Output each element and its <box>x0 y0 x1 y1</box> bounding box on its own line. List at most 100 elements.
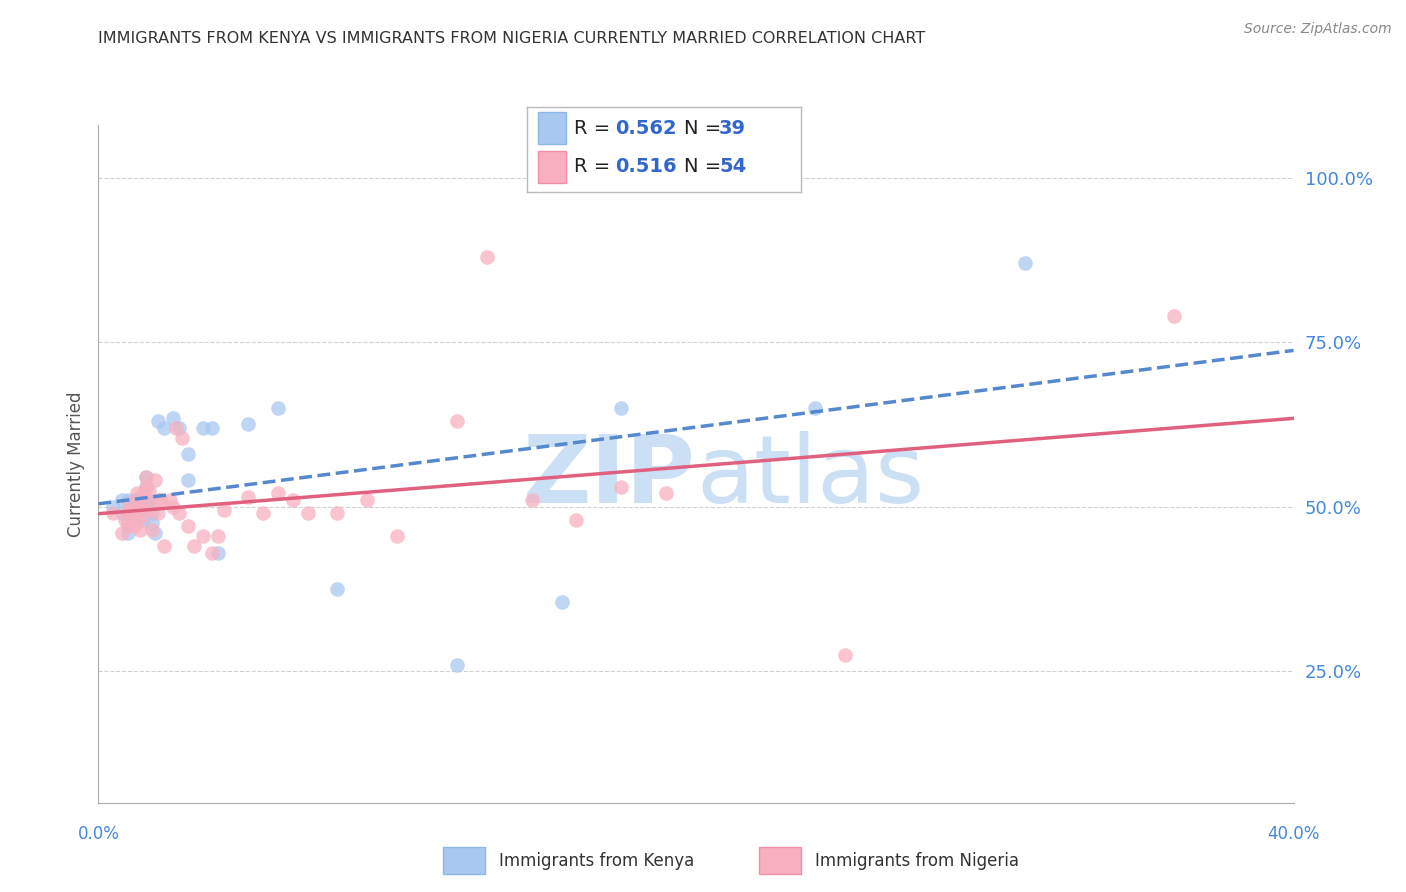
Point <box>111 493 134 508</box>
Point <box>120 496 142 510</box>
Point <box>135 480 157 494</box>
FancyBboxPatch shape <box>759 847 801 874</box>
Point <box>135 493 157 508</box>
Point <box>475 250 498 264</box>
Point <box>236 417 259 432</box>
FancyBboxPatch shape <box>538 112 565 145</box>
Point <box>162 410 184 425</box>
FancyBboxPatch shape <box>538 151 565 183</box>
Point <box>135 480 157 494</box>
Point <box>207 529 229 543</box>
FancyBboxPatch shape <box>443 847 485 874</box>
Point <box>565 513 588 527</box>
Point <box>385 529 409 543</box>
Point <box>103 506 125 520</box>
Text: N =: N = <box>683 157 727 177</box>
Point <box>132 503 155 517</box>
Point <box>267 486 290 500</box>
Point <box>127 486 149 500</box>
Text: ZIP: ZIP <box>523 432 696 524</box>
Point <box>117 525 139 540</box>
Point <box>191 420 214 434</box>
Point <box>141 523 163 537</box>
Point <box>132 496 155 510</box>
Point <box>1014 256 1036 270</box>
Point <box>124 506 146 520</box>
Point <box>356 493 378 508</box>
Point <box>177 519 200 533</box>
Point <box>252 506 274 520</box>
Point <box>167 420 190 434</box>
Text: Source: ZipAtlas.com: Source: ZipAtlas.com <box>1244 22 1392 37</box>
Point <box>132 509 155 524</box>
Point <box>148 414 170 428</box>
Text: N =: N = <box>683 120 727 138</box>
Point <box>177 473 200 487</box>
Point <box>148 506 170 520</box>
Point <box>141 516 163 530</box>
Point <box>236 490 259 504</box>
Point <box>183 539 205 553</box>
Point <box>129 500 152 514</box>
Point <box>132 513 155 527</box>
Point <box>127 513 149 527</box>
Point <box>124 500 146 514</box>
Point <box>281 493 304 508</box>
Point <box>153 420 176 434</box>
Point <box>165 420 187 434</box>
Text: atlas: atlas <box>696 432 924 524</box>
Point <box>207 546 229 560</box>
Point <box>804 401 827 415</box>
Text: 0.0%: 0.0% <box>77 825 120 843</box>
Point <box>610 401 633 415</box>
Text: 0.516: 0.516 <box>614 157 676 177</box>
Y-axis label: Currently Married: Currently Married <box>66 391 84 537</box>
Point <box>135 470 157 484</box>
Point <box>326 506 349 520</box>
Point <box>201 420 224 434</box>
Point <box>103 500 125 514</box>
Text: 54: 54 <box>720 157 747 177</box>
Point <box>150 493 173 508</box>
Point <box>148 493 170 508</box>
Text: R =: R = <box>574 120 616 138</box>
Point <box>138 503 160 517</box>
Point <box>326 582 349 596</box>
Point <box>135 470 157 484</box>
Point <box>610 480 633 494</box>
Point <box>127 506 149 520</box>
Point <box>129 493 152 508</box>
Point <box>135 493 157 508</box>
Point <box>520 493 543 508</box>
Text: 40.0%: 40.0% <box>1267 825 1320 843</box>
Text: Immigrants from Nigeria: Immigrants from Nigeria <box>815 852 1019 870</box>
Text: 0.562: 0.562 <box>614 120 676 138</box>
Point <box>124 493 146 508</box>
Point <box>159 493 181 508</box>
Point <box>162 500 184 514</box>
Point <box>143 525 166 540</box>
Point <box>117 519 139 533</box>
Point <box>655 486 678 500</box>
Point <box>117 506 139 520</box>
Text: R =: R = <box>574 157 616 177</box>
Point <box>297 506 319 520</box>
Point <box>141 506 163 520</box>
Point <box>550 595 572 609</box>
Point <box>1163 309 1185 323</box>
Point <box>132 486 155 500</box>
Point <box>117 503 139 517</box>
Point <box>117 493 139 508</box>
Point <box>138 493 160 508</box>
Point <box>124 519 146 533</box>
Point <box>111 525 134 540</box>
Point <box>117 516 139 530</box>
Point <box>127 500 149 514</box>
Point <box>446 657 468 672</box>
Point <box>153 539 176 553</box>
Point <box>212 503 235 517</box>
Point <box>446 414 468 428</box>
Point <box>143 473 166 487</box>
Point <box>177 447 200 461</box>
Point <box>191 529 214 543</box>
